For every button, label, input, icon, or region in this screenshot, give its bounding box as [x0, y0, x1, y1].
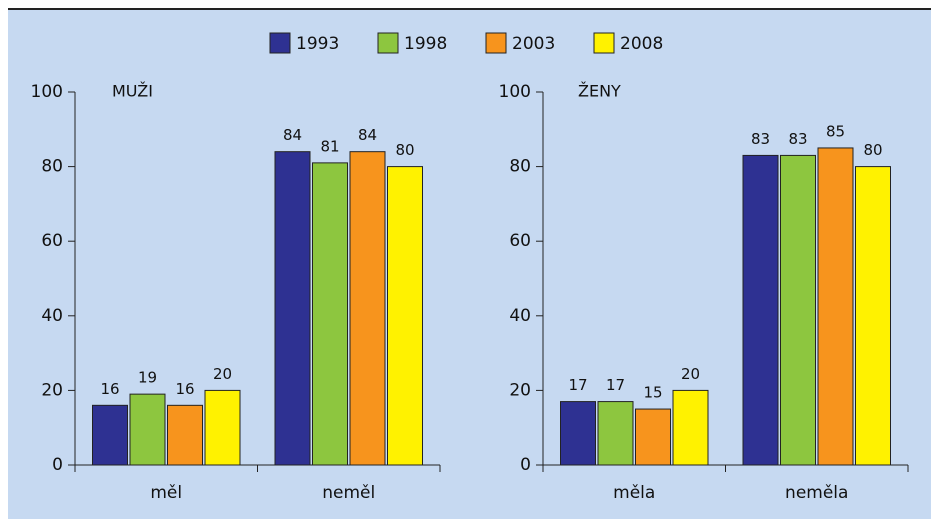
bar — [387, 166, 423, 466]
legend-label: 1998 — [404, 34, 447, 54]
x-tick-label: měla — [613, 483, 655, 503]
value-label: 84 — [358, 126, 377, 144]
value-label: 16 — [100, 380, 119, 398]
legend-label: 1993 — [296, 34, 339, 54]
value-label: 17 — [606, 376, 625, 394]
legend-swatch — [593, 32, 615, 54]
bar — [817, 147, 854, 466]
bar — [167, 404, 203, 466]
x-tick-label: neměla — [785, 483, 848, 503]
value-label: 19 — [138, 369, 157, 387]
y-tick-label: 20 — [509, 380, 531, 400]
legend-swatch — [269, 32, 291, 54]
y-tick-label: 60 — [41, 231, 63, 251]
x-tick-label: neměl — [322, 483, 375, 503]
bar — [780, 154, 816, 466]
value-label: 83 — [788, 130, 807, 148]
bar — [129, 393, 166, 466]
chart-title: MUŽI — [112, 82, 153, 101]
bar — [635, 408, 671, 466]
y-tick-label: 40 — [509, 306, 531, 326]
y-tick-label: 60 — [509, 231, 531, 251]
value-label: 85 — [826, 122, 845, 140]
value-label: 15 — [643, 384, 662, 402]
legend-swatch — [485, 32, 507, 54]
value-label: 83 — [751, 130, 770, 148]
bar — [560, 401, 596, 466]
x-tick-label: měl — [150, 483, 182, 503]
bar — [597, 401, 634, 466]
bar — [312, 162, 348, 466]
bar — [92, 404, 128, 466]
y-tick-label: 80 — [509, 157, 531, 177]
bar — [742, 154, 779, 466]
y-tick-label: 20 — [41, 380, 63, 400]
legend-label: 2008 — [620, 34, 663, 54]
value-label: 84 — [283, 126, 302, 144]
bar — [274, 151, 311, 466]
bar — [349, 151, 386, 466]
bar — [204, 389, 241, 466]
y-tick-label: 0 — [520, 455, 531, 475]
value-label: 80 — [863, 141, 882, 159]
value-label: 20 — [213, 365, 232, 383]
value-label: 81 — [320, 137, 339, 155]
legend-label: 2003 — [512, 34, 555, 54]
y-tick-label: 80 — [41, 157, 63, 177]
value-label: 20 — [681, 365, 700, 383]
bar — [672, 389, 709, 466]
y-tick-label: 100 — [31, 82, 63, 102]
y-tick-label: 0 — [52, 455, 63, 475]
value-label: 16 — [175, 380, 194, 398]
value-label: 17 — [568, 376, 587, 394]
legend-swatch — [377, 32, 399, 54]
y-tick-label: 40 — [41, 306, 63, 326]
y-tick-label: 100 — [499, 82, 531, 102]
bar — [855, 166, 891, 466]
value-label: 80 — [395, 141, 414, 159]
chart-title: ŽENY — [578, 82, 621, 101]
